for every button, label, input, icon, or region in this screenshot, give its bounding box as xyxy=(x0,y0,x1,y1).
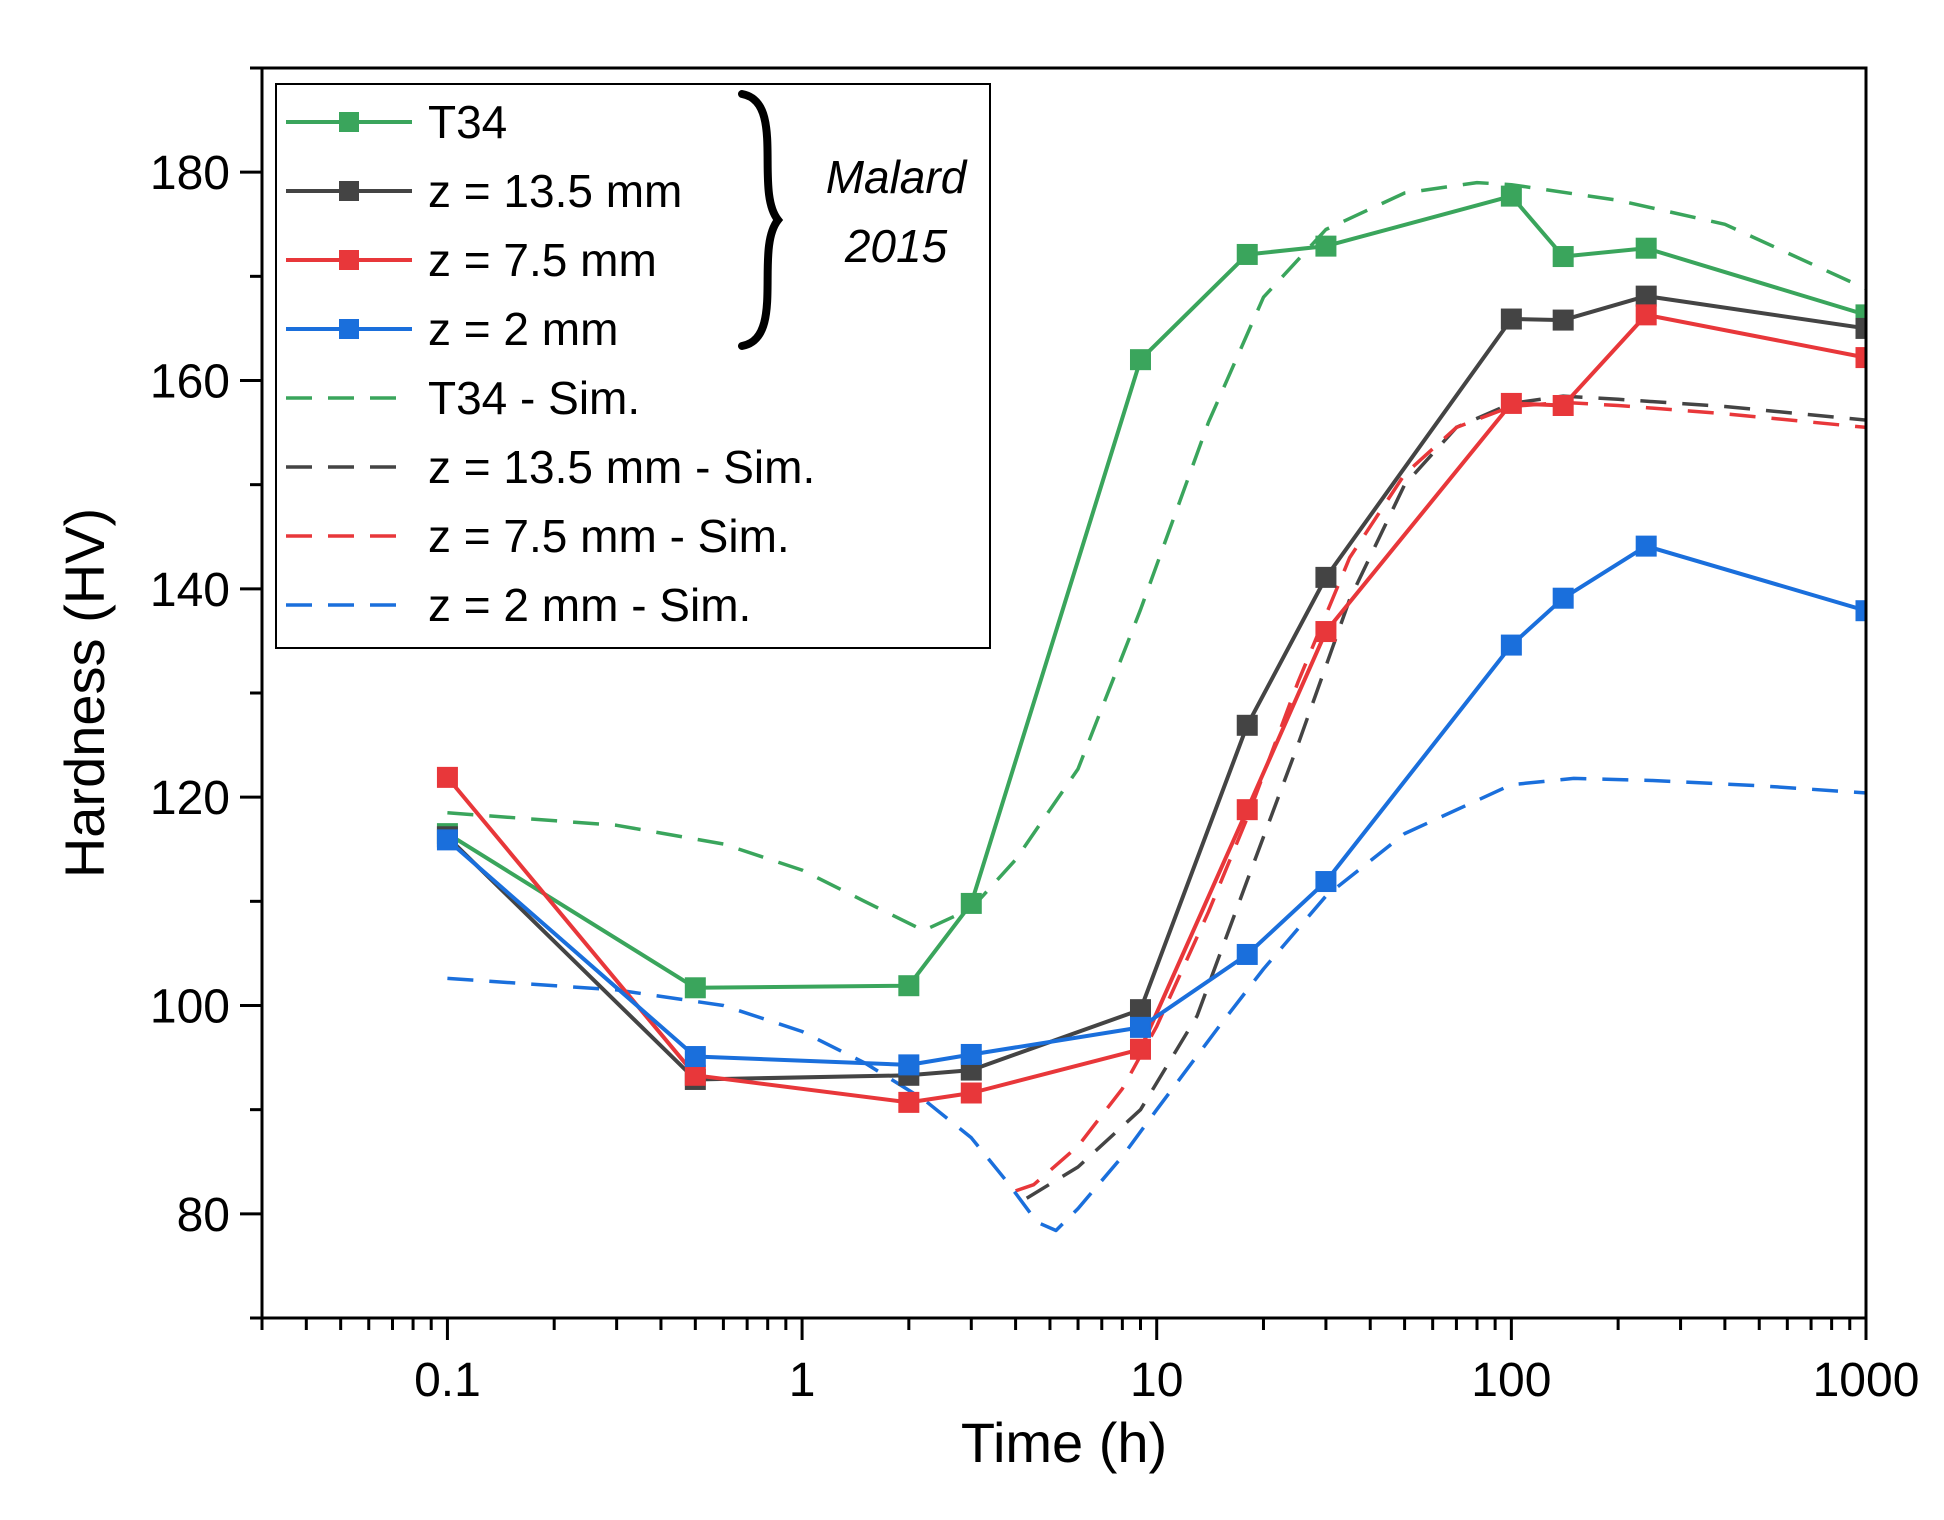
series-z-2-mm-point xyxy=(1635,535,1657,557)
legend-item-z-7-5-mm-marker xyxy=(339,250,359,270)
legend-item-t34: T34 xyxy=(286,96,507,148)
series-layer xyxy=(436,180,1865,1233)
series-z-2-mm-point xyxy=(1500,634,1522,656)
series-z-13-5-mm-sim-line xyxy=(1025,394,1865,1200)
legend-item-z-13-5-mm-label: z = 13.5 mm xyxy=(428,165,682,217)
series-z-13-5-mm-point xyxy=(1635,285,1657,307)
x-tick-label: 10 xyxy=(1130,1354,1183,1407)
legend-item-z-13-5-mm-marker xyxy=(339,181,359,201)
series-z-2-mm xyxy=(436,535,1865,1076)
series-z-2-mm-point xyxy=(1315,871,1337,893)
series-z-2-mm-point xyxy=(960,1043,982,1065)
legend-item-z-2-mm-label: z = 2 mm xyxy=(428,303,618,355)
tick-marks xyxy=(240,66,1868,1340)
legend-item-t34-sim-label: T34 - Sim. xyxy=(428,372,640,424)
series-z-7-5-mm-point xyxy=(960,1082,982,1104)
series-t34-sim-line xyxy=(447,180,1865,933)
series-z-2-mm-point xyxy=(684,1046,706,1068)
annotation-line-2: 2015 xyxy=(844,220,948,272)
tick-labels: 0.1 1 10 100 1000 80 100 120 140 160 180 xyxy=(150,147,1919,1407)
legend-item-t34-sim: T34 - Sim. xyxy=(286,372,640,424)
legend: T34 z = 13.5 mm z = 7.5 mm z = 2 mm T34 - Si… xyxy=(275,83,991,649)
series-z-2-mm-point xyxy=(1236,943,1258,965)
legend-item-t34-label: T34 xyxy=(428,96,507,148)
series-z-7-5-mm-point xyxy=(1552,395,1574,416)
series-t34 xyxy=(436,185,1865,999)
series-z-2-mm-point xyxy=(898,1054,920,1076)
plot-frame xyxy=(260,66,1868,1320)
series-t34-point xyxy=(1500,185,1522,207)
curly-brace-icon xyxy=(738,90,784,350)
series-z-13-5-mm-point xyxy=(1129,999,1151,1021)
series-t34-point xyxy=(1129,349,1151,371)
x-tick-label: 0.1 xyxy=(414,1354,481,1407)
x-tick-label: 1000 xyxy=(1813,1354,1920,1407)
y-tick-label: 80 xyxy=(177,1189,230,1242)
series-z-7-5-mm-point xyxy=(1500,392,1522,414)
series-z-7-5-mm-point xyxy=(1635,304,1657,326)
series-z-13-5-mm-point xyxy=(1315,566,1337,588)
series-z-7-5-mm-point xyxy=(1129,1038,1151,1060)
series-z-2-mm-point xyxy=(1855,600,1865,622)
legend-item-z-13-5-mm-sim-label: z = 13.5 mm - Sim. xyxy=(428,441,815,493)
series-z-2-mm-sim xyxy=(447,776,1865,1233)
legend-item-z-2-mm-sim: z = 2 mm - Sim. xyxy=(286,579,751,631)
annotation-line-1: Malard xyxy=(826,151,968,203)
series-z-2-mm-sim-line xyxy=(447,776,1865,1233)
series-z-7-5-mm-point xyxy=(898,1091,920,1113)
legend-item-z-7-5-mm-sim: z = 7.5 mm - Sim. xyxy=(286,510,790,562)
legend-item-z-7-5-mm-label: z = 7.5 mm xyxy=(428,234,657,286)
series-z-7-5-mm xyxy=(436,304,1865,1113)
series-t34-point xyxy=(1635,237,1657,259)
x-axis-title: Time (h) xyxy=(961,1411,1167,1474)
series-z-2-mm-point xyxy=(1552,587,1574,609)
y-tick-label: 160 xyxy=(150,356,230,409)
x-tick-label: 1 xyxy=(789,1354,816,1407)
legend-item-z-7-5-mm: z = 7.5 mm xyxy=(286,234,657,286)
series-z-13-5-mm-point xyxy=(1236,714,1258,736)
series-t34-point xyxy=(898,975,920,997)
series-z-7-5-mm-point xyxy=(1855,347,1865,369)
series-t34-point xyxy=(1552,246,1574,268)
series-z-7-5-mm-point xyxy=(1236,799,1258,821)
y-tick-label: 120 xyxy=(150,772,230,825)
y-tick-label: 140 xyxy=(150,564,230,617)
series-z-13-5-mm-point xyxy=(1500,308,1522,330)
series-t34-point xyxy=(684,977,706,999)
legend-item-t34-marker xyxy=(339,112,359,132)
series-z-2-mm-point xyxy=(1129,1016,1151,1038)
legend-item-z-2-mm-marker xyxy=(339,319,359,339)
series-z-7-5-mm-sim xyxy=(1015,400,1865,1193)
series-t34-point xyxy=(1236,243,1258,265)
legend-item-z-2-mm: z = 2 mm xyxy=(286,303,618,355)
annotation-malard-2015: Malard 2015 xyxy=(738,90,968,350)
series-z-7-5-mm-sim-line xyxy=(1015,400,1865,1193)
y-tick-label: 100 xyxy=(150,981,230,1034)
series-z-7-5-mm-point xyxy=(436,766,458,788)
legend-item-z-13-5-mm-sim: z = 13.5 mm - Sim. xyxy=(286,441,815,493)
series-z-2-mm-point xyxy=(436,829,458,851)
series-z-13-5-mm-point xyxy=(1552,309,1574,331)
legend-box xyxy=(275,83,991,649)
series-t34-point xyxy=(960,892,982,914)
legend-item-z-2-mm-sim-label: z = 2 mm - Sim. xyxy=(428,579,751,631)
series-z-7-5-mm-point xyxy=(1315,621,1337,643)
x-tick-label: 100 xyxy=(1471,1354,1551,1407)
series-z-13-5-mm-sim xyxy=(1025,394,1865,1200)
legend-item-z-7-5-mm-sim-label: z = 7.5 mm - Sim. xyxy=(428,510,790,562)
series-t34-sim xyxy=(447,180,1865,933)
y-tick-label: 180 xyxy=(150,147,230,200)
series-t34-point xyxy=(1315,235,1337,257)
y-axis-title: Hardness (HV) xyxy=(53,508,116,878)
series-z-7-5-mm-point xyxy=(684,1064,706,1086)
legend-item-z-13-5-mm: z = 13.5 mm xyxy=(286,165,682,217)
series-z-13-5-mm-point xyxy=(1855,317,1865,339)
series-t34-point xyxy=(1855,304,1865,326)
